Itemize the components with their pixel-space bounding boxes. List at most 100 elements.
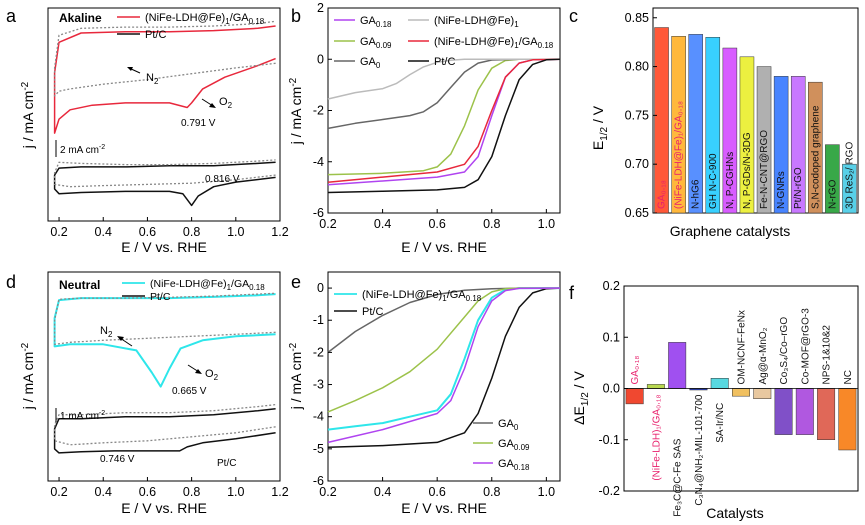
- a-lines: [53, 20, 276, 207]
- annotation: 0.816 V: [205, 174, 240, 185]
- bar-label: N, P-CGHNs: [725, 152, 736, 209]
- x-axis-title: E / V vs. RHE: [121, 500, 207, 516]
- bar: [688, 34, 703, 214]
- x-axis-title: Graphene catalysts: [670, 223, 791, 239]
- x-tick-label: 0.8: [183, 225, 200, 239]
- panel-c: c GA₀.₁₈ (NiFe-LDH@Fe)₁/GA₀.₁₈ N-hG6 GH N-C…: [569, 6, 859, 239]
- f-bars: GA₀.₁₈ (NiFe-LDH)₁/GA₀.₁₈ Fe₃C@C-Fe SAS C₃N…: [624, 308, 858, 517]
- x-axis-title: E / V vs. RHE: [401, 239, 487, 255]
- legend-label: GA0: [360, 56, 381, 70]
- plot-frame: [47, 7, 281, 222]
- y-tick-label: -4: [313, 410, 324, 424]
- legend-label: Pt/C: [434, 56, 455, 68]
- legend-label: (NiFe-LDH@Fe)1/GA0.18: [362, 289, 482, 303]
- y-tick-label: -2: [313, 104, 324, 118]
- plot-frame: [652, 7, 859, 214]
- x-tick-label: 0.8: [483, 217, 500, 231]
- bar-label: Co₃S₄/Co–rGO: [779, 317, 790, 385]
- legend-label: (NiFe-LDH@Fe)1/GA0.18: [145, 12, 265, 26]
- annotation: N2: [146, 72, 159, 86]
- a-xticks: 0.2 0.4 0.6 0.8 1.0 1.2: [50, 217, 289, 239]
- legend-label: Pt/C: [362, 306, 383, 318]
- bar-label: GA₀.₁₈: [657, 180, 668, 209]
- series-line: [327, 58, 561, 194]
- panel-letter-f: f: [569, 283, 575, 303]
- series-line: [53, 25, 276, 134]
- series-line: [53, 407, 276, 454]
- y-tick-label: -2: [313, 345, 324, 359]
- x-tick-label: 0.6: [139, 225, 156, 239]
- legend-label: GA0.09: [498, 438, 530, 452]
- y-tick-label: 0.65: [625, 206, 649, 220]
- panel-letter-b: b: [291, 6, 301, 26]
- bar: [739, 56, 755, 214]
- y-tick-label: 0: [317, 281, 324, 295]
- annotation: 0.746 V: [100, 454, 135, 465]
- legend-label: GA0: [498, 418, 519, 432]
- panel-f: f GA₀.₁₈ (NiFe-LDH)₁/GA₀.₁₈ Fe₃C@C-Fe SAS C…: [569, 279, 859, 521]
- series-line: [53, 292, 276, 345]
- bar-label: Co-MOF@rGO-3: [800, 308, 811, 385]
- scale-bar-label: 2 mA cm-2: [60, 144, 105, 156]
- y-tick-label: -6: [313, 206, 324, 220]
- bar-label: NPS-1&10&2: [822, 325, 833, 385]
- arrow-head: [117, 336, 124, 341]
- x-tick-label: 0.4: [374, 217, 391, 231]
- bar: [838, 388, 857, 451]
- bar: [795, 388, 814, 435]
- y-tick-label: -3: [313, 378, 324, 392]
- bar: [817, 388, 836, 440]
- bar-label: N-rGO: [827, 179, 838, 209]
- panel-letter-c: c: [569, 6, 578, 26]
- bar-label: N-GNRs: [776, 171, 787, 209]
- legend-label: GA0.09: [360, 36, 392, 50]
- x-axis-title: E / V vs. RHE: [121, 239, 207, 255]
- legend-label: (NiFe-LDH@Fe)1/GA0.18: [434, 36, 554, 50]
- x-tick-label: 1.2: [271, 225, 288, 239]
- y-tick-label: 0.0: [603, 382, 620, 396]
- plot-frame: [327, 271, 561, 482]
- c-bars: GA₀.₁₈ (NiFe-LDH@Fe)₁/GA₀.₁₈ N-hG6 GH N-C-9…: [654, 27, 857, 214]
- c-ticks: 0.65 0.70 0.75 0.80 0.85: [625, 11, 657, 220]
- y-tick-label: 0.70: [625, 157, 649, 171]
- bar-label: Ag@α-MnO₂: [758, 327, 769, 384]
- bar-label: S,N-codoped graphene: [810, 105, 821, 209]
- legend-label: (NiFe-LDH@Fe)1: [434, 15, 519, 29]
- b-lines: [327, 58, 561, 194]
- y-axis-title: j / mA cm-2: [20, 81, 36, 149]
- legend-label: Pt/C: [145, 29, 166, 41]
- scale-bar-label: 1 mA cm-2: [60, 410, 105, 422]
- legend-label: Pt/C: [150, 291, 171, 303]
- series-line: [53, 293, 276, 388]
- series-line: [327, 287, 561, 448]
- panel-a: a 0.2 0.4 0.6 0.8 1.0 1.2 Akaline (NiFe-LDH@F…: [6, 6, 289, 255]
- bar-label: Pt/N-rGO: [793, 167, 804, 209]
- arrow-head: [209, 103, 216, 108]
- bar: [753, 388, 772, 399]
- series-line: [327, 287, 560, 431]
- y-tick-label: 0.1: [603, 330, 620, 344]
- plot-frame: [47, 271, 281, 482]
- panel-letter-e: e: [291, 272, 301, 292]
- x-axis-title: Catalysts: [706, 505, 764, 521]
- x-tick-label: 1.2: [271, 485, 288, 499]
- e-lines: [327, 287, 561, 448]
- bar: [774, 388, 793, 435]
- y-tick-label: 0.80: [625, 60, 649, 74]
- bar-label: (NiFe-LDH@Fe)₁/GA₀.₁₈: [674, 101, 685, 209]
- bar-label: Fe-N-CNT@RGO: [759, 130, 770, 209]
- y-axis-title: j / mA cm-2: [20, 342, 36, 410]
- f-ticks: -0.2 -0.1 0.0 0.1 0.2: [598, 279, 628, 498]
- bar: [756, 66, 772, 214]
- x-tick-label: 0.2: [50, 225, 67, 239]
- d-xticks: 0.2 0.4 0.6 0.8 1.0 1.2: [50, 477, 289, 499]
- panel-letter-a: a: [6, 6, 17, 26]
- x-tick-label: 0.4: [95, 485, 112, 499]
- bar-label: (NiFe-LDH)₁/GA₀.₁₈: [651, 395, 662, 481]
- x-axis-title: E / V vs. RHE: [401, 500, 487, 516]
- panel-d: d 0.2 0.4 0.6 0.8 1.0 1.2 Neutral (NiFe-LDH@F…: [6, 271, 289, 516]
- x-tick-label: 1.0: [538, 485, 555, 499]
- y-tick-label: 0.75: [625, 108, 649, 122]
- panel-title: Akaline: [59, 11, 102, 25]
